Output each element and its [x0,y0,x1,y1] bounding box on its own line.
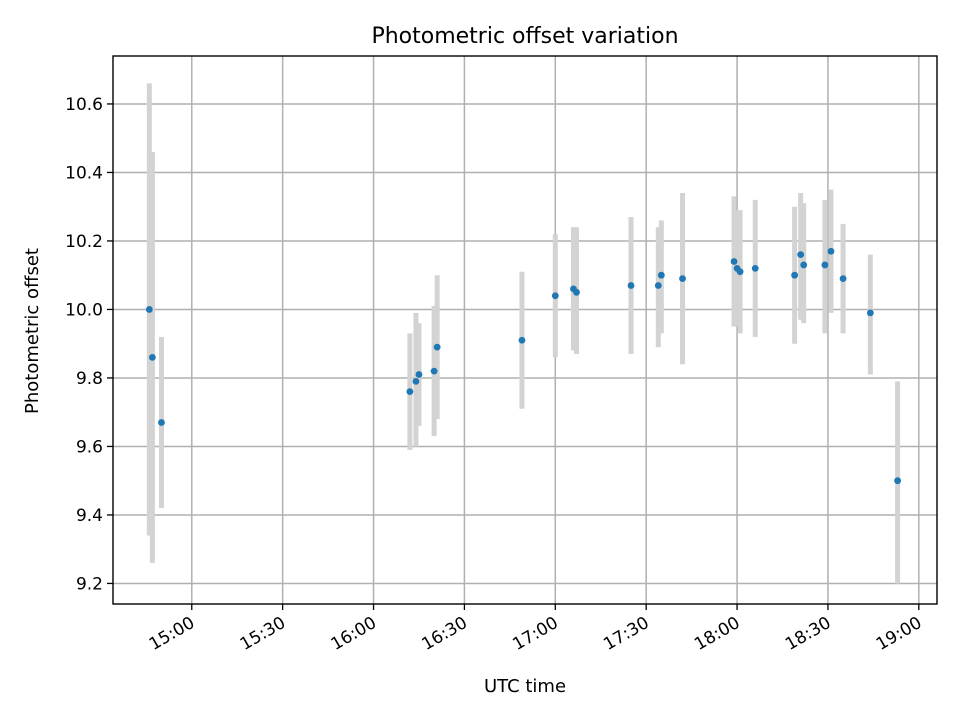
y-tick-label: 9.4 [76,506,103,526]
data-point [158,419,165,426]
x-tick-label: 18:30 [782,613,834,655]
data-point [433,343,441,351]
x-tick-label: 17:30 [600,613,652,655]
data-point [751,264,759,272]
data-point [797,251,805,259]
y-tick-label: 10.0 [65,300,103,320]
data-point [518,336,526,344]
data-point [821,261,829,269]
grid [113,56,937,604]
data-point [412,377,420,385]
y-tick-label: 10.4 [65,163,103,183]
data-point [730,258,738,265]
data-point [551,292,559,300]
x-tick-label: 15:00 [146,613,198,655]
plot-frame [112,55,938,605]
data-point [791,271,799,279]
data-point [148,354,156,361]
data-point [627,282,635,289]
x-axis-ticks: 15:00 15:30 16:00 16:30 17:00 17:30 18:00 18:30… [146,604,925,655]
data-point [415,371,423,378]
data-point [800,261,808,269]
data-point [145,306,153,313]
x-tick-label: 17:00 [509,613,561,655]
data-point [894,477,902,485]
data-point [406,388,414,396]
x-tick-label: 15:30 [237,613,289,655]
data-point [866,309,874,317]
y-tick-label: 9.6 [76,437,103,457]
y-tick-label: 10.2 [65,232,103,252]
chart-title: Photometric offset variation [371,24,678,49]
y-axis-label: Photometric offset [22,248,43,414]
y-tick-label: 9.8 [76,369,103,389]
data-points [145,247,902,485]
x-tick-label: 19:00 [873,613,925,655]
data-point [654,282,662,289]
y-axis-ticks: 9.2 9.4 9.6 9.8 10.0 10.2 10.4 10.6 [65,95,113,594]
data-point [839,275,847,283]
x-tick-label: 16:00 [328,613,380,655]
data-point [657,271,665,279]
x-axis-label: UTC time [484,676,566,697]
data-point [573,288,580,296]
data-point [679,275,686,283]
x-tick-label: 16:30 [418,613,470,655]
data-point [827,247,835,255]
error-bars [146,83,901,584]
x-tick-label: 18:00 [691,613,743,655]
y-tick-label: 9.2 [76,574,103,594]
y-tick-label: 10.6 [65,95,103,115]
data-point [430,367,438,375]
data-point [736,268,744,276]
